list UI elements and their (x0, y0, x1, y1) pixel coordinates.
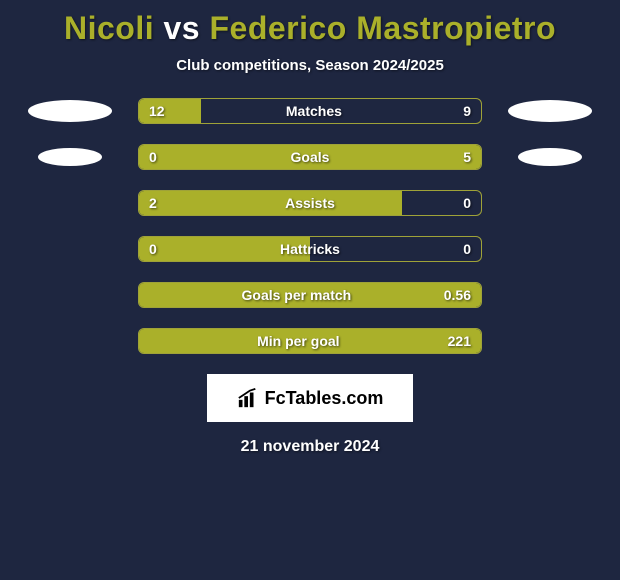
stat-row: Min per goal221 (0, 328, 620, 354)
ellipse-icon (518, 148, 582, 166)
stat-row: 0Hattricks0 (0, 236, 620, 262)
stat-value-left: 0 (149, 241, 157, 257)
brand-text: FcTables.com (265, 388, 384, 409)
title-player-left: Nicoli (64, 10, 154, 46)
stat-bar-text: Min per goal221 (139, 329, 481, 353)
date-label: 21 november 2024 (0, 438, 620, 456)
left-badge (20, 282, 120, 308)
stat-value-left: 0 (149, 149, 157, 165)
page-title: Nicoli vs Federico Mastropietro (0, 4, 620, 57)
stat-value-right: 5 (463, 149, 471, 165)
stat-value-right: 9 (463, 103, 471, 119)
stat-label: Assists (157, 195, 463, 211)
stat-bar-text: Goals per match0.56 (139, 283, 481, 307)
left-badge (20, 328, 120, 354)
stat-bar: Goals per match0.56 (138, 282, 482, 308)
stat-row: 2Assists0 (0, 190, 620, 216)
stat-bar: 2Assists0 (138, 190, 482, 216)
stat-bar: 0Hattricks0 (138, 236, 482, 262)
container: Nicoli vs Federico Mastropietro Club com… (0, 0, 620, 456)
stat-label: Hattricks (157, 241, 463, 257)
left-badge (20, 144, 120, 170)
stat-label: Min per goal (149, 333, 448, 349)
right-badge (500, 282, 600, 308)
chart-icon (237, 387, 259, 409)
ellipse-icon (508, 100, 592, 122)
right-badge (500, 190, 600, 216)
stat-row: 0Goals5 (0, 144, 620, 170)
right-badge (500, 328, 600, 354)
ellipse-icon (28, 100, 112, 122)
right-badge (500, 98, 600, 124)
stat-bar-text: 2Assists0 (139, 191, 481, 215)
stat-bar: 0Goals5 (138, 144, 482, 170)
ellipse-icon (38, 148, 102, 166)
stat-row: 12Matches9 (0, 98, 620, 124)
stat-label: Matches (165, 103, 464, 119)
stat-value-left: 2 (149, 195, 157, 211)
stat-bar-text: 0Hattricks0 (139, 237, 481, 261)
stat-bar-text: 12Matches9 (139, 99, 481, 123)
stats-list: 12Matches90Goals52Assists00Hattricks0Goa… (0, 98, 620, 354)
stat-value-right: 221 (448, 333, 471, 349)
stat-label: Goals per match (149, 287, 444, 303)
stat-value-right: 0 (463, 241, 471, 257)
stat-row: Goals per match0.56 (0, 282, 620, 308)
right-badge (500, 236, 600, 262)
left-badge (20, 190, 120, 216)
stat-value-right: 0.56 (444, 287, 471, 303)
stat-value-right: 0 (463, 195, 471, 211)
left-badge (20, 236, 120, 262)
stat-bar-text: 0Goals5 (139, 145, 481, 169)
right-badge (500, 144, 600, 170)
brand-logo: FcTables.com (207, 374, 413, 422)
left-badge (20, 98, 120, 124)
subtitle: Club competitions, Season 2024/2025 (0, 57, 620, 98)
stat-bar: 12Matches9 (138, 98, 482, 124)
stat-bar: Min per goal221 (138, 328, 482, 354)
stat-label: Goals (157, 149, 463, 165)
stat-value-left: 12 (149, 103, 165, 119)
title-vs: vs (163, 10, 200, 46)
title-player-right: Federico Mastropietro (209, 10, 556, 46)
